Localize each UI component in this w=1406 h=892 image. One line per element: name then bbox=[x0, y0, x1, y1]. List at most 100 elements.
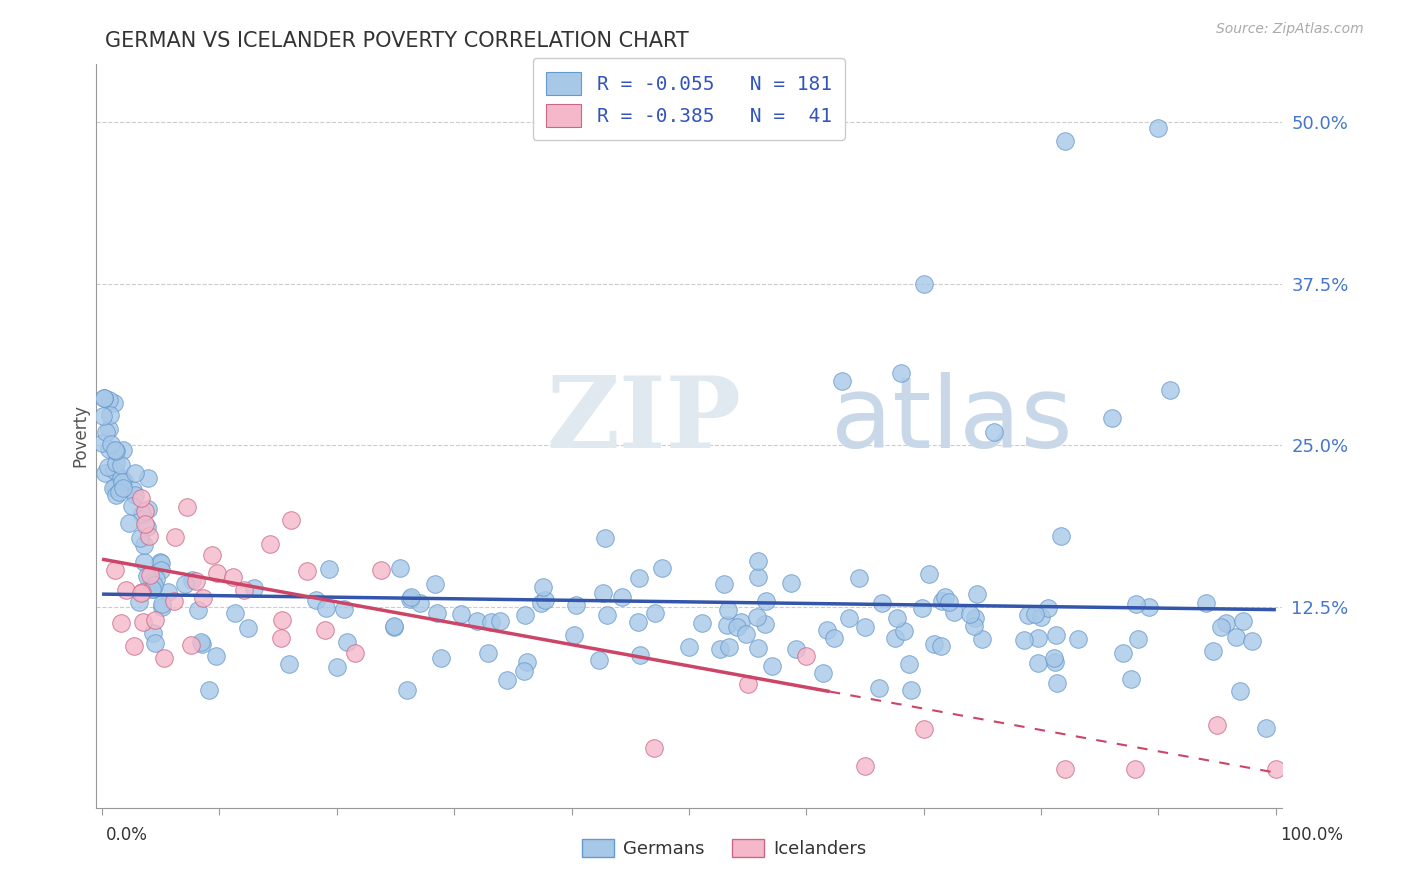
Point bbox=[153, 650, 176, 665]
Point bbox=[747, 610, 769, 624]
Point bbox=[890, 366, 912, 380]
Point bbox=[934, 590, 956, 604]
Point bbox=[811, 665, 834, 680]
Point bbox=[794, 648, 817, 663]
Point bbox=[1128, 632, 1150, 646]
Point bbox=[409, 596, 432, 610]
Point bbox=[627, 615, 650, 630]
Point bbox=[1067, 632, 1090, 646]
Point bbox=[479, 615, 502, 629]
Point bbox=[1195, 596, 1218, 610]
Point bbox=[107, 484, 129, 499]
Point bbox=[709, 641, 731, 656]
Point bbox=[94, 466, 117, 480]
Point bbox=[918, 567, 941, 582]
Point bbox=[1112, 646, 1135, 660]
Point bbox=[181, 573, 204, 587]
Point bbox=[868, 681, 890, 695]
Point bbox=[912, 277, 935, 291]
Point bbox=[333, 602, 356, 616]
Point bbox=[692, 616, 714, 631]
Point bbox=[425, 577, 447, 591]
Point bbox=[222, 570, 245, 584]
Point bbox=[853, 620, 876, 634]
Point bbox=[136, 520, 159, 534]
Point bbox=[318, 562, 340, 576]
Point bbox=[104, 488, 127, 502]
Point bbox=[747, 554, 769, 568]
Point bbox=[143, 578, 166, 592]
Point bbox=[141, 582, 163, 596]
Point bbox=[91, 435, 114, 450]
Point bbox=[942, 605, 965, 619]
Point bbox=[93, 391, 115, 405]
Point bbox=[114, 583, 136, 598]
Text: GERMAN VS ICELANDER POVERTY CORRELATION CHART: GERMAN VS ICELANDER POVERTY CORRELATION … bbox=[105, 31, 689, 51]
Point bbox=[734, 627, 756, 641]
Point bbox=[370, 563, 392, 577]
Point bbox=[134, 517, 156, 532]
Point bbox=[530, 596, 553, 610]
Point bbox=[145, 636, 167, 650]
Point bbox=[1264, 762, 1286, 776]
Point bbox=[190, 637, 212, 651]
Point bbox=[884, 631, 907, 645]
Point bbox=[280, 513, 302, 527]
Point bbox=[477, 646, 499, 660]
Point bbox=[1029, 610, 1052, 624]
Point bbox=[643, 740, 665, 755]
Point bbox=[131, 508, 153, 522]
Point bbox=[1046, 676, 1069, 690]
Point bbox=[382, 620, 405, 634]
Point bbox=[588, 653, 610, 667]
Point bbox=[142, 582, 165, 596]
Point bbox=[103, 396, 125, 410]
Point bbox=[966, 587, 988, 601]
Point bbox=[134, 555, 156, 569]
Point bbox=[717, 640, 740, 655]
Point bbox=[1024, 607, 1046, 622]
Point bbox=[747, 570, 769, 584]
Point bbox=[336, 635, 359, 649]
Point bbox=[163, 593, 186, 607]
Point bbox=[100, 409, 122, 423]
Point bbox=[190, 635, 212, 649]
Point bbox=[1232, 615, 1254, 629]
Point bbox=[848, 571, 870, 585]
Point bbox=[516, 656, 538, 670]
Point bbox=[1045, 628, 1067, 642]
Point bbox=[1053, 762, 1076, 776]
Point bbox=[612, 590, 634, 604]
Point bbox=[972, 632, 994, 646]
Point bbox=[110, 473, 132, 487]
Text: atlas: atlas bbox=[831, 372, 1073, 469]
Point bbox=[326, 660, 349, 674]
Point bbox=[716, 617, 738, 632]
Point bbox=[382, 619, 405, 633]
Point bbox=[388, 561, 411, 575]
Point bbox=[110, 616, 132, 631]
Point bbox=[104, 444, 127, 458]
Point bbox=[592, 586, 614, 600]
Point bbox=[233, 582, 256, 597]
Point bbox=[138, 529, 160, 543]
Point bbox=[1240, 634, 1263, 648]
Y-axis label: Poverty: Poverty bbox=[72, 404, 89, 467]
Point bbox=[780, 575, 803, 590]
Point bbox=[111, 442, 134, 457]
Point bbox=[110, 458, 132, 472]
Point bbox=[136, 471, 159, 485]
Point bbox=[465, 614, 488, 628]
Point bbox=[129, 491, 152, 505]
Point bbox=[983, 425, 1005, 440]
Point bbox=[963, 619, 986, 633]
Point bbox=[104, 480, 127, 494]
Point bbox=[1123, 762, 1146, 776]
Point bbox=[1045, 655, 1067, 669]
Point bbox=[627, 571, 650, 585]
Point bbox=[823, 632, 845, 646]
Point bbox=[1229, 683, 1251, 698]
Point bbox=[149, 555, 172, 569]
Point bbox=[150, 600, 173, 615]
Point bbox=[1026, 657, 1049, 671]
